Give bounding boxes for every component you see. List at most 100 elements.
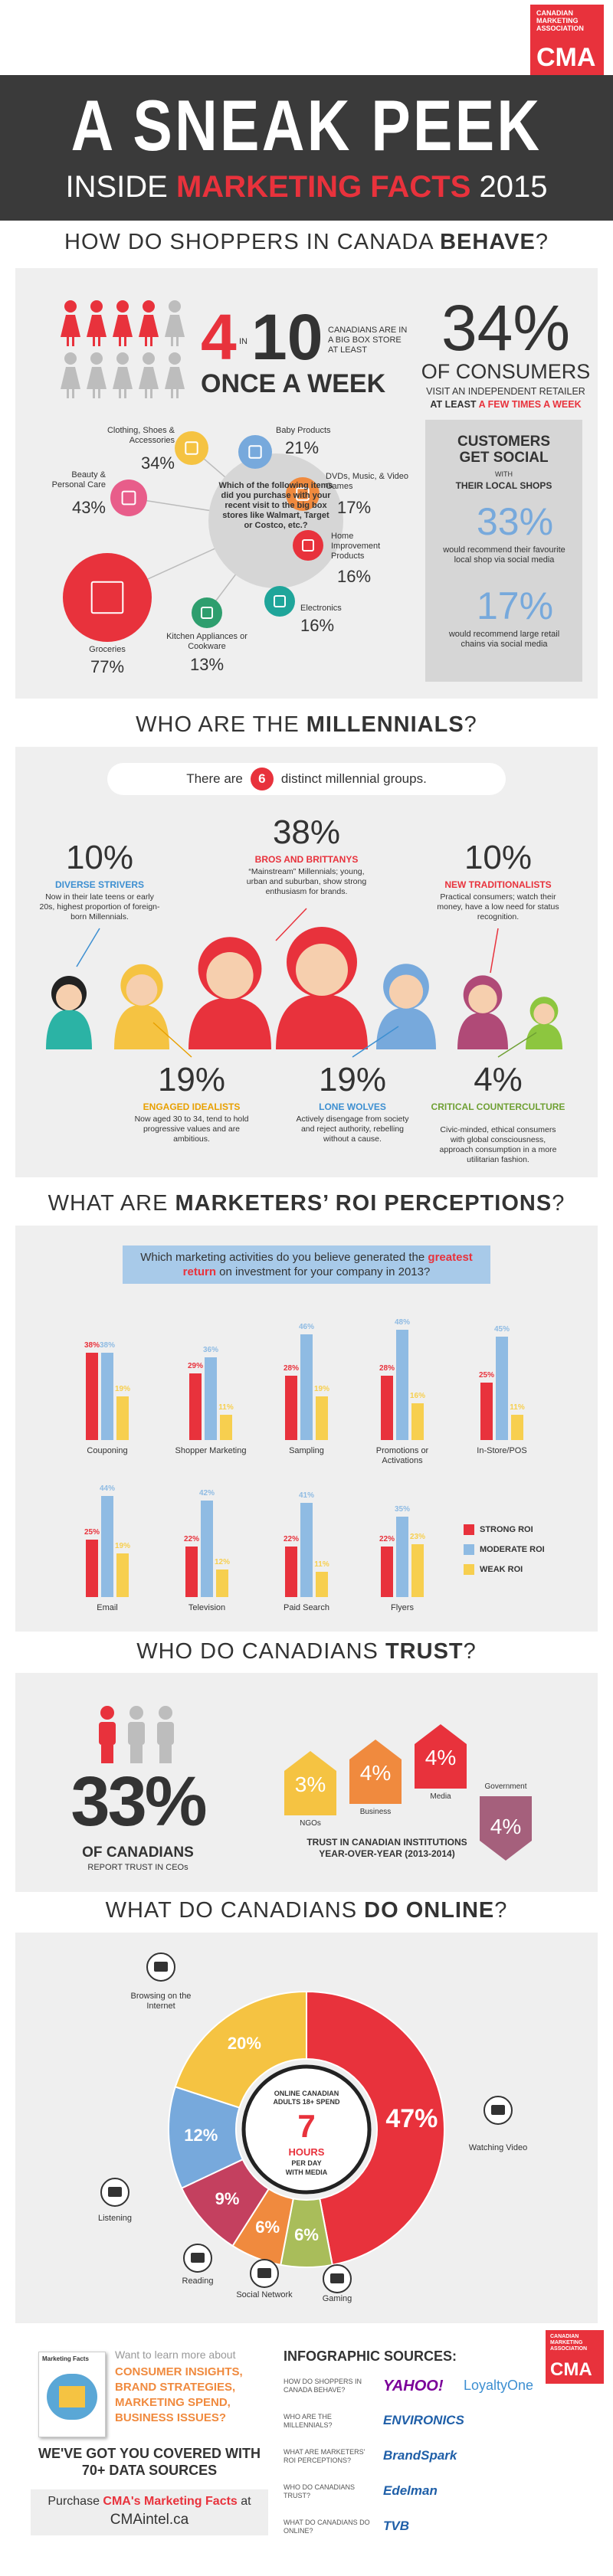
leg <box>72 337 74 346</box>
head <box>129 1706 143 1720</box>
leg <box>119 389 121 398</box>
slice-label: 9% <box>215 2189 240 2209</box>
trust-badge <box>349 1740 402 1804</box>
group-name: LONE WOLVES <box>319 1101 386 1112</box>
source-section: WHO DO CANADIANS TRUST? <box>284 2483 356 2499</box>
trust-value: 4% <box>359 1761 392 1785</box>
activity-glyph <box>491 2105 505 2115</box>
slice-label: 6% <box>294 2224 319 2244</box>
topic: BRAND STRATEGIES, <box>115 2381 236 2394</box>
subtitle-part: 2015 <box>479 170 548 204</box>
dress <box>139 367 159 389</box>
donut-slice <box>174 1990 307 2109</box>
bar <box>316 1396 328 1440</box>
head <box>64 300 77 313</box>
legend-swatch <box>464 1544 474 1555</box>
source-section: WHAT DO CANADIANS DO ONLINE? <box>284 2519 370 2535</box>
connector <box>152 1022 192 1058</box>
bar-label: 38% <box>84 1341 100 1350</box>
head <box>116 352 129 365</box>
item-value: 43% <box>71 498 106 517</box>
section-heading: WHO DO CANADIANS TRUST? <box>0 1639 613 1664</box>
leg <box>67 389 69 398</box>
trust-value: 4% <box>425 1746 457 1769</box>
slice-label: 12% <box>184 2126 218 2146</box>
question-highlight: greatest return <box>182 1251 473 1278</box>
purchase-text: at <box>241 2495 251 2508</box>
item-icon <box>192 597 222 628</box>
center-text: WITH MEDIA <box>285 2168 328 2176</box>
social-text: would recommend large retail chains via … <box>448 630 560 649</box>
source-logo: TVB <box>383 2519 409 2533</box>
item-icon <box>293 530 323 561</box>
person-icon <box>139 352 159 398</box>
center-text: PER DAY <box>291 2159 322 2167</box>
item-glyph <box>302 539 314 552</box>
leg <box>176 337 179 346</box>
heading-text: WHO DO CANADIANS <box>136 1639 379 1664</box>
slice-label: 47% <box>385 2103 438 2133</box>
head <box>100 1706 114 1720</box>
source-logo: YAHOO! <box>383 2378 444 2394</box>
heading-bold: DO ONLINE <box>364 1898 495 1923</box>
item-value: 17% <box>337 498 372 517</box>
category-label: Shopper Marketing <box>175 1446 247 1455</box>
bar <box>189 1373 202 1440</box>
logo-text: CMA <box>536 43 596 72</box>
slice-label: 20% <box>227 2034 261 2054</box>
topic: CONSUMER INSIGHTS, <box>115 2365 243 2378</box>
leg <box>119 337 121 346</box>
trust-badge <box>480 1796 532 1861</box>
bar <box>185 1547 198 1597</box>
heading-bold: MILLENNIALS <box>306 712 464 737</box>
legend-label: STRONG ROI <box>480 1525 533 1534</box>
subtitle-part: INSIDE <box>65 170 168 204</box>
item-label: DVDs, Music, & Video Games <box>326 472 409 491</box>
face <box>126 974 158 1006</box>
item-icon <box>238 435 272 469</box>
category-label: Promotions or Activations <box>375 1446 429 1465</box>
source-section: HOW DO SHOPPERS IN CANADA BEHAVE? <box>284 2378 362 2394</box>
bar <box>205 1357 217 1440</box>
section-heading: WHAT DO CANADIANS DO ONLINE? <box>0 1898 613 1923</box>
group-text: Civic-minded, ethical consumers with glo… <box>439 1125 557 1164</box>
ceo-value: 33% <box>70 1763 207 1841</box>
leg <box>171 389 173 398</box>
body <box>276 994 368 1049</box>
purchase-url: CMAintel.ca <box>110 2512 189 2528</box>
person-icon <box>99 1706 116 1763</box>
slice-label: 6% <box>255 2218 280 2237</box>
person-icon <box>165 352 185 398</box>
item-glyph <box>185 441 198 455</box>
trust-name: NGOs <box>300 1819 321 1828</box>
head <box>116 300 129 313</box>
group-value: 19% <box>318 1061 387 1098</box>
heading-text: WHO ARE THE <box>136 712 300 737</box>
item-label: Kitchen Appliances or Cookware <box>166 632 247 651</box>
heading-text: ? <box>535 230 549 254</box>
footer-intro: Want to learn more about <box>115 2349 236 2361</box>
item-value: 16% <box>300 616 335 635</box>
leg <box>72 389 74 398</box>
group-name: CRITICAL COUNTERCULTURE <box>431 1101 565 1112</box>
trust-value: 4% <box>490 1815 522 1838</box>
big-box-count: 4 <box>201 301 237 373</box>
social-with: WITH <box>495 470 513 478</box>
body <box>128 1722 145 1745</box>
bar-label: 11% <box>218 1403 234 1412</box>
head <box>143 300 155 313</box>
question-text: Which marketing activities do you believ… <box>140 1251 425 1264</box>
book-art <box>59 2386 85 2407</box>
bar-label: 44% <box>99 1484 115 1493</box>
bar-label: 45% <box>493 1325 510 1334</box>
heading-bold: MARKETERS’ ROI PERCEPTIONS <box>175 1191 552 1216</box>
face <box>206 952 254 1000</box>
covered: WE'VE GOT YOU COVERED WITH 70+ DATA SOUR… <box>38 2446 261 2478</box>
connector <box>275 908 307 941</box>
bar <box>396 1330 408 1440</box>
donut-slice <box>306 1990 445 2266</box>
subtitle-highlight: MARKETING FACTS <box>175 170 471 204</box>
bar-label: 22% <box>183 1535 199 1543</box>
bar-label: 19% <box>114 1385 130 1393</box>
connector <box>497 1032 537 1058</box>
